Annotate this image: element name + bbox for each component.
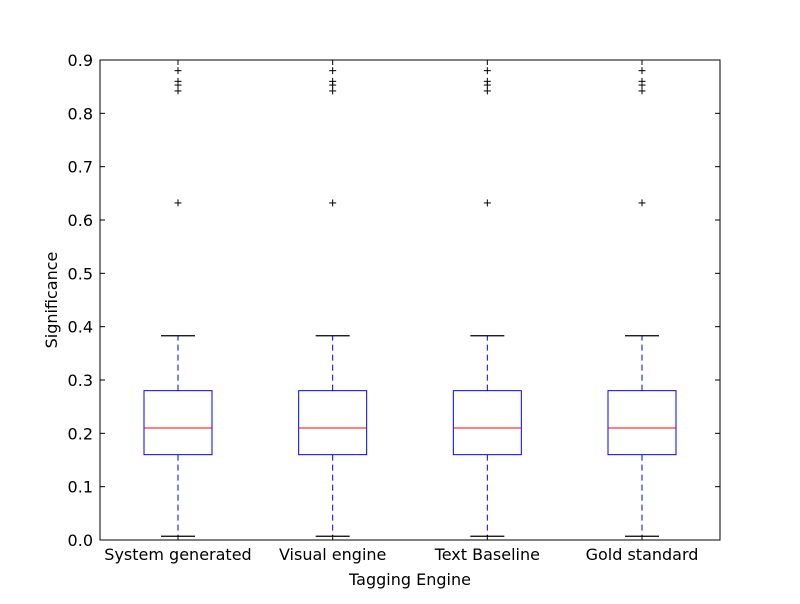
outlier-point: [638, 199, 646, 207]
outlier-point: [329, 77, 337, 85]
outlier-point: [329, 199, 337, 207]
y-tick-label: 0.2: [68, 424, 93, 443]
box: [452, 390, 522, 456]
y-tick-label: 0.1: [68, 478, 93, 497]
outlier-point: [638, 67, 646, 75]
outlier-point: [638, 77, 646, 85]
y-tick-label: 0.6: [68, 211, 93, 230]
y-tick-label: 0.3: [68, 371, 93, 390]
x-tick-label: Gold standard: [586, 545, 699, 564]
x-tick-label: System generated: [104, 545, 251, 564]
x-tick-label: Text Baseline: [434, 545, 540, 564]
box: [143, 390, 213, 456]
x-tick-label: Visual engine: [279, 545, 386, 564]
y-tick-label: 0.5: [68, 264, 93, 283]
outlier-point: [174, 77, 182, 85]
box: [607, 390, 677, 456]
outlier-point: [483, 199, 491, 207]
y-tick-label: 0.0: [68, 531, 93, 550]
outlier-point: [174, 199, 182, 207]
outlier-point: [483, 87, 491, 95]
y-axis-label: Significance: [42, 252, 61, 349]
y-tick-label: 0.7: [68, 158, 93, 177]
outlier-point: [638, 87, 646, 95]
x-axis-label: Tagging Engine: [348, 570, 471, 589]
axis-ticks: 0.0 0.1 0.2 0.3 0.4 0.5 0.6 0.7 0.8 0.9 System gen…: [68, 51, 720, 564]
outlier-point: [329, 87, 337, 95]
outlier-point: [483, 67, 491, 75]
y-tick-label: 0.9: [68, 51, 93, 70]
y-tick-label: 0.8: [68, 104, 93, 123]
outlier-point: [329, 67, 337, 75]
outlier-point: [174, 87, 182, 95]
plot-area: [143, 67, 677, 537]
outlier-point: [483, 77, 491, 85]
axes-frame: [99, 59, 721, 541]
outlier-point: [174, 67, 182, 75]
y-tick-label: 0.4: [68, 318, 93, 337]
box: [298, 390, 368, 456]
